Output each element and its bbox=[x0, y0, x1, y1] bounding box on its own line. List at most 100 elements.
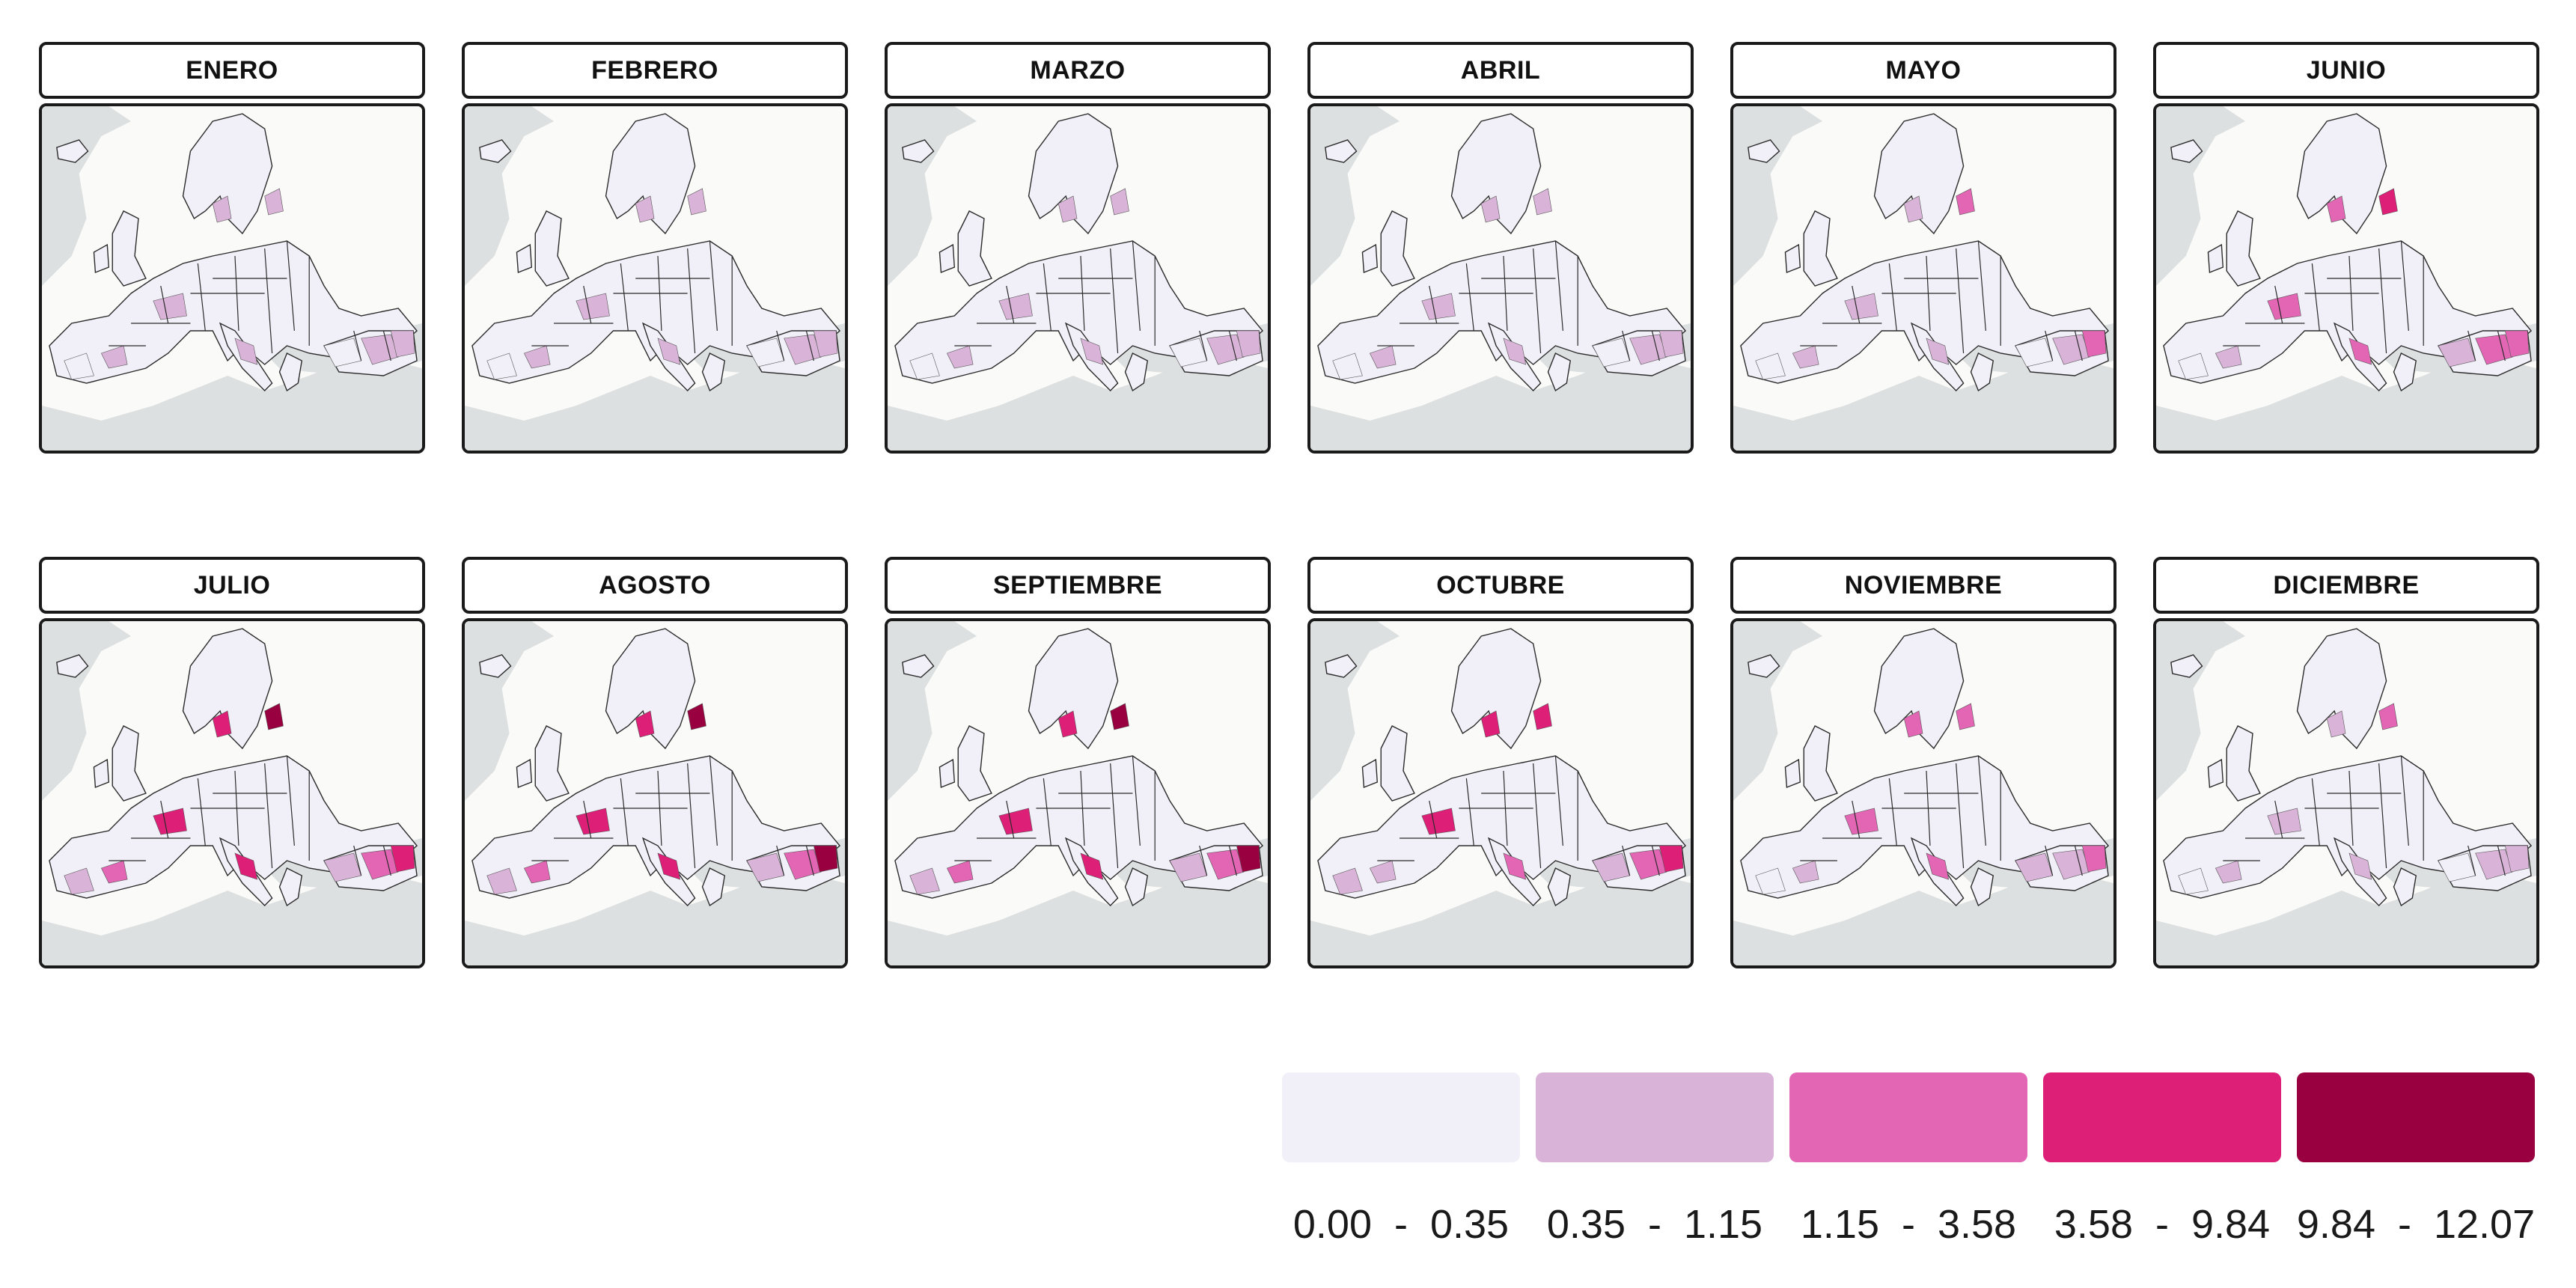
month-map bbox=[39, 618, 425, 968]
sea-area bbox=[42, 353, 422, 451]
country-border bbox=[776, 845, 785, 876]
land-region bbox=[1970, 352, 1994, 392]
hotspot-region bbox=[64, 867, 94, 895]
legend-swatch bbox=[2297, 1072, 2535, 1162]
land-region bbox=[2170, 139, 2203, 163]
sea-area bbox=[888, 353, 1268, 451]
hotspot-region bbox=[264, 188, 284, 216]
country-border bbox=[687, 248, 696, 354]
hotspot-region bbox=[523, 345, 551, 369]
hotspot-region bbox=[2504, 845, 2530, 873]
country-border bbox=[2045, 845, 2054, 876]
hotspot-region bbox=[1332, 867, 1363, 895]
land-region bbox=[2296, 113, 2387, 235]
hotspot-region bbox=[576, 293, 610, 320]
hotspot-region bbox=[946, 345, 974, 369]
hotspot-region bbox=[1236, 845, 1261, 873]
sea-area bbox=[465, 353, 845, 451]
country-border bbox=[2074, 330, 2083, 361]
country-border bbox=[2400, 755, 2409, 846]
country-border bbox=[1977, 240, 1986, 332]
land-region bbox=[479, 654, 512, 678]
country-border bbox=[1006, 800, 1015, 839]
hotspot-region bbox=[1080, 852, 1104, 880]
hotspot-region bbox=[2504, 330, 2530, 358]
land-region bbox=[1873, 628, 1965, 750]
country-border bbox=[583, 800, 592, 839]
country-border bbox=[583, 285, 592, 324]
hotspot-region bbox=[1956, 188, 1975, 216]
country-border bbox=[2274, 800, 2283, 839]
hotspot-region bbox=[361, 334, 399, 365]
hotspot-region bbox=[635, 195, 655, 223]
month-panel: JULIO bbox=[39, 557, 425, 968]
hotspot-region bbox=[234, 852, 258, 880]
land-region bbox=[1450, 628, 1542, 750]
legend-swatch bbox=[1282, 1072, 1520, 1162]
land-region bbox=[1748, 139, 1780, 163]
sea-area bbox=[42, 868, 422, 965]
land-region bbox=[1028, 628, 1119, 750]
hotspot-region bbox=[576, 808, 610, 835]
hotspot-region bbox=[2378, 703, 2398, 730]
month-panel: ABRIL bbox=[1307, 42, 1694, 454]
legend-label: 9.84 - 12.07 bbox=[2296, 1202, 2536, 1247]
country-border bbox=[805, 330, 814, 361]
land-region bbox=[182, 113, 273, 235]
country-border bbox=[2311, 778, 2320, 846]
country-border bbox=[264, 248, 273, 354]
country-border bbox=[1651, 330, 1660, 361]
europe-map bbox=[42, 621, 422, 965]
hotspot-region bbox=[100, 345, 128, 369]
hotspot-region bbox=[1755, 867, 1786, 895]
country-border bbox=[1429, 800, 1438, 839]
europe-map bbox=[2156, 106, 2536, 451]
country-border bbox=[1888, 263, 1897, 332]
land-region bbox=[112, 210, 147, 287]
legend-swatch bbox=[1536, 1072, 1774, 1162]
month-map bbox=[2153, 618, 2539, 968]
europe-map bbox=[42, 106, 422, 451]
land-region bbox=[1547, 867, 1572, 907]
legend-label: 3.58 - 9.84 bbox=[2054, 1202, 2271, 1247]
sea-area bbox=[1733, 868, 2113, 965]
europe-map bbox=[888, 621, 1268, 965]
hotspot-region bbox=[946, 860, 974, 884]
country-border bbox=[160, 285, 169, 324]
hotspot-region bbox=[1503, 338, 1527, 365]
land-region bbox=[2393, 352, 2417, 392]
land-region bbox=[1748, 654, 1780, 678]
hotspot-region bbox=[1844, 808, 1878, 835]
hotspot-region bbox=[813, 845, 838, 873]
land-region bbox=[902, 654, 935, 678]
land-region bbox=[56, 139, 89, 163]
country-border bbox=[1228, 330, 1237, 361]
month-title: NOVIEMBRE bbox=[1730, 557, 2116, 614]
hotspot-region bbox=[784, 334, 822, 365]
country-border bbox=[1132, 755, 1141, 846]
europe-map bbox=[1310, 106, 1691, 451]
hotspot-region bbox=[264, 703, 284, 730]
hotspot-region bbox=[1480, 710, 1501, 738]
hotspot-region bbox=[1057, 710, 1078, 738]
hotspot-region bbox=[1533, 188, 1552, 216]
country-border bbox=[805, 845, 814, 876]
hotspot-region bbox=[390, 845, 415, 873]
hotspot-region bbox=[1206, 334, 1245, 365]
month-panel: FEBRERO bbox=[462, 42, 848, 454]
country-border bbox=[286, 755, 295, 846]
country-border bbox=[2400, 240, 2409, 332]
land-region bbox=[534, 210, 570, 287]
hotspot-region bbox=[2267, 808, 2301, 835]
hotspot-region bbox=[1629, 849, 1667, 880]
hotspot-region bbox=[2215, 345, 2242, 369]
country-border bbox=[1888, 778, 1897, 846]
country-border bbox=[620, 263, 629, 332]
country-border bbox=[1622, 845, 1631, 876]
country-border bbox=[1533, 248, 1542, 354]
land-region bbox=[56, 654, 89, 678]
country-border bbox=[1533, 763, 1542, 869]
month-map bbox=[462, 618, 848, 968]
land-region bbox=[112, 725, 147, 802]
hotspot-region bbox=[523, 860, 551, 884]
